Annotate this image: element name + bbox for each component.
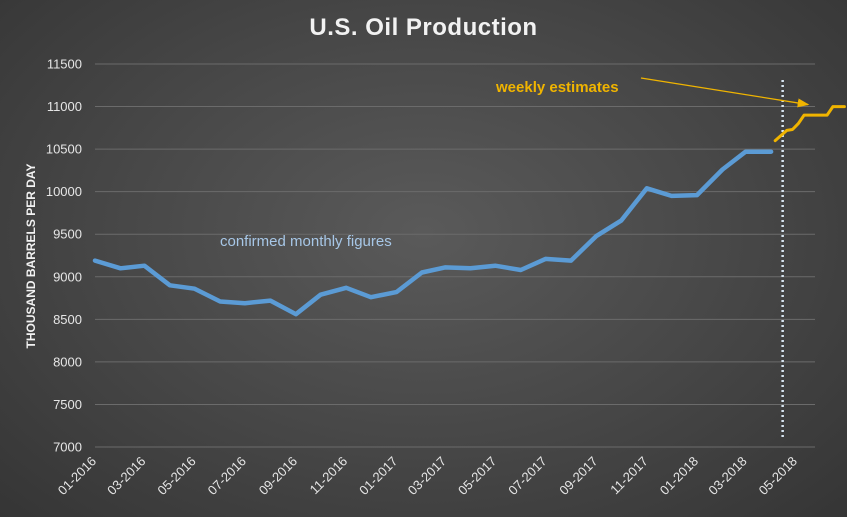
monthly-annotation: confirmed monthly figures — [220, 233, 392, 250]
x-tick-label: 01-2018 — [657, 454, 701, 498]
x-tick-label: 03-2016 — [104, 454, 148, 498]
x-tick-label: 03-2018 — [705, 454, 749, 498]
y-tick-labels: 11500 11000 10500 10000 9500 9000 8500 8000 7500… — [46, 57, 82, 455]
x-tick-label: 05-2016 — [154, 454, 198, 498]
x-tick-label: 11-2017 — [607, 454, 651, 498]
x-tick-labels: 01-2016 03-2016 05-2016 07-2016 09-2016 11-20… — [55, 454, 800, 498]
x-tick-label: 05-2018 — [756, 454, 800, 498]
y-tick-label: 9500 — [53, 227, 82, 242]
y-tick-label: 11000 — [47, 99, 82, 114]
y-tick-label: 9000 — [53, 269, 82, 284]
gridlines — [95, 63, 815, 448]
x-tick-label: 01-2017 — [356, 454, 400, 498]
x-tick-label: 03-2017 — [405, 454, 449, 498]
y-tick-label: 7000 — [53, 440, 82, 455]
x-tick-label: 07-2016 — [205, 454, 249, 498]
x-tick-label: 11-2016 — [307, 454, 351, 498]
y-tick-label: 10500 — [46, 142, 82, 157]
chart-title: U.S. Oil Production — [309, 14, 538, 41]
x-tick-label: 09-2016 — [256, 454, 300, 498]
y-tick-label: 11500 — [47, 57, 82, 72]
x-tick-label: 05-2017 — [455, 454, 499, 498]
x-tick-label: 09-2017 — [556, 454, 600, 498]
y-tick-label: 8500 — [53, 312, 82, 327]
series-lines — [92, 105, 846, 317]
x-tick-label: 07-2017 — [505, 454, 549, 498]
y-tick-label: 10000 — [46, 184, 82, 199]
monthly-series-line — [92, 149, 774, 317]
weekly-estimates-arrow — [640, 77, 810, 108]
weekly-series-line — [773, 105, 846, 143]
y-tick-label: 7500 — [53, 397, 82, 412]
y-tick-label: 8000 — [53, 354, 82, 369]
x-tick-label: 01-2016 — [55, 454, 99, 498]
weekly-annotation: weekly estimates — [495, 79, 619, 96]
